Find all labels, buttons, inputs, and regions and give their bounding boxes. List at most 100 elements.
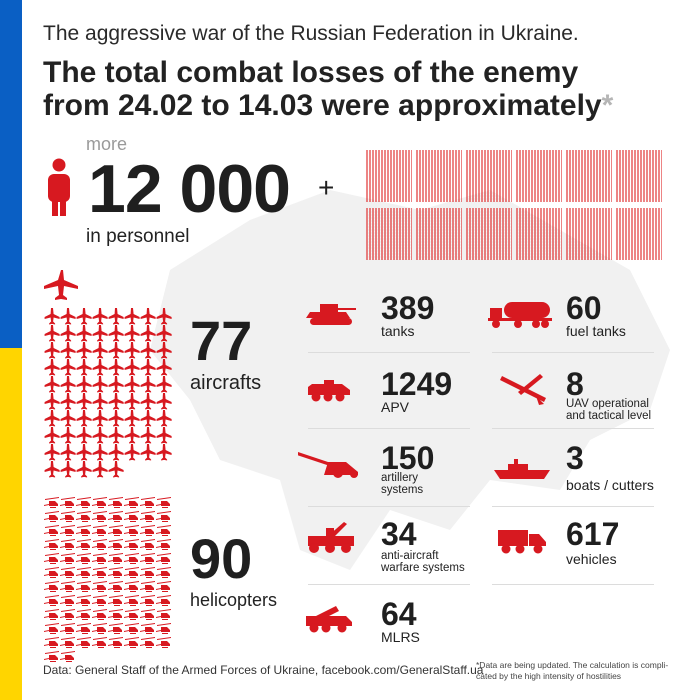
aircraft-pictogram [44, 427, 60, 444]
aircraft-pictogram [60, 308, 76, 325]
disclaimer-note: *Data are being updated. The calculation… [476, 660, 686, 682]
aircraft-pictogram [92, 325, 108, 342]
aircraft-pictogram [124, 427, 140, 444]
tank-icon [306, 304, 356, 325]
artillery-label: artillery systems [381, 472, 423, 496]
aircraft-icon [44, 270, 78, 300]
aircraft-pictogram [156, 393, 172, 410]
helicopter-pictogram [60, 525, 75, 536]
aircraft-pictogram [76, 410, 92, 427]
helicopter-pictogram [76, 581, 91, 592]
anti-aircraft-label-line-2: warfare systems [381, 562, 465, 574]
helicopter-pictogram [108, 553, 123, 564]
aircraft-pictogram [108, 444, 124, 461]
aircraft-pictogram [92, 393, 108, 410]
divider [308, 506, 470, 507]
helicopter-pictogram [108, 623, 123, 634]
aircraft-pictogram [140, 410, 156, 427]
uav-value: 8 [566, 366, 584, 402]
helicopter-pictogram [60, 539, 75, 550]
helicopter-pictogram [92, 623, 107, 634]
helicopter-pictogram [140, 539, 155, 550]
aircraft-pictogram [92, 461, 108, 478]
aircraft-pictogram [92, 376, 108, 393]
helicopter-pictogram [76, 623, 91, 634]
helicopter-pictogram [156, 581, 171, 592]
divider [492, 428, 654, 429]
helicopter-pictogram [156, 497, 171, 508]
aircraft-label: aircrafts [190, 372, 262, 394]
aircraft-pictogram [156, 427, 172, 444]
aircraft-pictogram [92, 308, 108, 325]
helicopter-pictogram [124, 581, 139, 592]
grid-block [616, 208, 662, 260]
disclaimer-line-1: *Data are being updated. The calculation… [476, 660, 669, 670]
helicopter-pictogram [156, 511, 171, 522]
aircraft-pictogram [108, 308, 124, 325]
grid-block [416, 208, 462, 260]
helicopters-value: 90 [190, 527, 253, 590]
aircraft-pictogram [44, 461, 60, 478]
helicopter-pictogram [44, 609, 59, 620]
aircraft-pictogram [44, 410, 60, 427]
grid-block [366, 208, 412, 260]
aircraft-pictogram [140, 444, 156, 461]
aircraft-pictogram [124, 308, 140, 325]
aircraft-pictogram [92, 410, 108, 427]
artillery-label-line-1: artillery [381, 472, 419, 484]
helicopter-pictogram [108, 497, 123, 508]
anti-aircraft-value: 34 [381, 516, 417, 552]
helicopter-pictogram [92, 497, 107, 508]
personnel-label: in personnel [86, 226, 190, 247]
divider [492, 352, 654, 353]
mlrs-value: 64 [381, 596, 417, 632]
personnel-dot-grid [366, 150, 666, 262]
divider [308, 352, 470, 353]
grid-block [516, 150, 562, 202]
aircraft-pictogram [108, 359, 124, 376]
boats-label: boats / cutters [566, 477, 654, 493]
helicopter-pictogram [60, 553, 75, 564]
helicopter-pictogram [140, 595, 155, 606]
helicopter-pictogram [76, 637, 91, 648]
aircraft-pictogram [92, 342, 108, 359]
helicopter-pictogram [44, 497, 59, 508]
helicopter-pictogram [76, 511, 91, 522]
aircraft-pictogram [60, 342, 76, 359]
helicopter-pictogram [124, 497, 139, 508]
person-icon [48, 158, 70, 216]
aircraft-pictogram [124, 376, 140, 393]
helicopter-pictogram [108, 525, 123, 536]
helicopter-pictogram [44, 511, 59, 522]
aircraft-pictogram [92, 359, 108, 376]
helicopter-pictogram [92, 525, 107, 536]
helicopter-pictogram [140, 609, 155, 620]
helicopter-pictogram [140, 567, 155, 578]
aircraft-pictogram [108, 393, 124, 410]
apv-icon [308, 380, 350, 402]
helicopters-label: helicopters [190, 590, 278, 610]
aircraft-pictogram [76, 461, 92, 478]
aircraft-pictogram [140, 308, 156, 325]
uav-label: UAV operational and tactical level [566, 398, 651, 422]
helicopter-pictogram [140, 525, 155, 536]
aircraft-pictogram [44, 359, 60, 376]
aircraft-pictogram [156, 444, 172, 461]
aircraft-pictogram [76, 359, 92, 376]
helicopter-pictogram [108, 511, 123, 522]
aircraft-value: 77 [190, 309, 253, 372]
helicopter-pictogram [44, 595, 59, 606]
fuel-tank-icon [488, 302, 552, 328]
helicopter-pictogram [108, 595, 123, 606]
aircraft-pictogram [76, 342, 92, 359]
helicopter-pictogram [108, 581, 123, 592]
aircraft-pictogram [44, 393, 60, 410]
tanks-label: tanks [381, 323, 415, 339]
helicopter-pictogram [44, 637, 59, 648]
divider [308, 428, 470, 429]
helicopter-pictogram [92, 581, 107, 592]
helicopter-pictogram [92, 595, 107, 606]
aircraft-pictogram [44, 376, 60, 393]
helicopter-pictogram [124, 595, 139, 606]
aircraft-pictogram [44, 308, 60, 325]
